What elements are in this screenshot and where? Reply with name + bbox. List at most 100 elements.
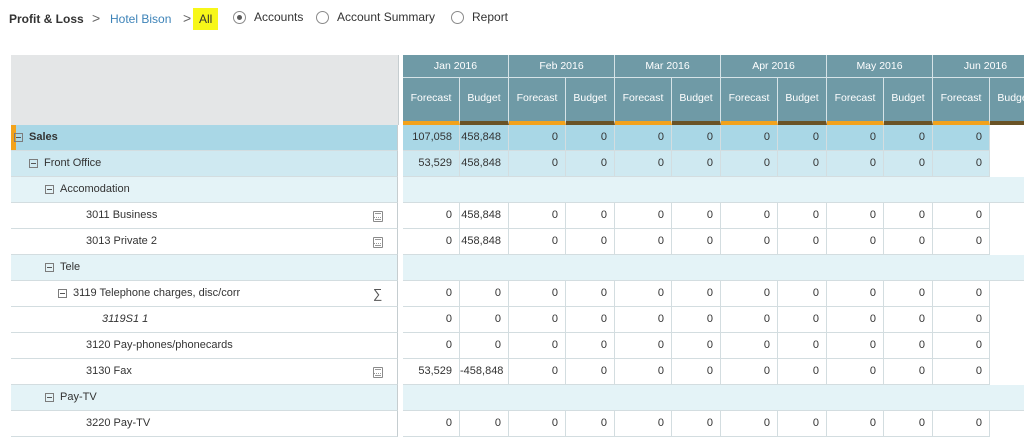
budget-value-cell[interactable]: 0 bbox=[778, 411, 827, 437]
budget-value-cell[interactable]: 0 bbox=[672, 151, 721, 177]
row-label-cell[interactable]: 3013 Private 2 bbox=[11, 229, 398, 255]
forecast-header-cell[interactable]: Forecast bbox=[721, 78, 778, 125]
forecast-value-cell[interactable]: 0 bbox=[721, 229, 778, 255]
forecast-value-cell[interactable]: 0 bbox=[509, 151, 566, 177]
forecast-value-cell[interactable]: 0 bbox=[933, 411, 990, 437]
budget-value-cell[interactable]: 458,848 bbox=[460, 125, 509, 151]
budget-value-cell[interactable]: 0 bbox=[884, 281, 933, 307]
budget-value-cell[interactable]: 0 bbox=[460, 307, 509, 333]
forecast-value-cell[interactable]: 0 bbox=[827, 307, 884, 333]
budget-value-cell[interactable]: 0 bbox=[460, 411, 509, 437]
row-label-cell[interactable]: Sales bbox=[11, 125, 398, 151]
radio-account-summary[interactable]: Account Summary bbox=[316, 10, 435, 24]
month-header-cell[interactable]: Feb 2016 bbox=[509, 55, 615, 78]
forecast-value-cell[interactable]: 0 bbox=[403, 307, 460, 333]
month-header-cell[interactable]: May 2016 bbox=[827, 55, 933, 78]
forecast-value-cell[interactable]: 0 bbox=[403, 333, 460, 359]
budget-value-cell[interactable]: -458,848 bbox=[460, 359, 509, 385]
budget-value-cell[interactable]: 0 bbox=[884, 125, 933, 151]
row-label-cell[interactable]: 3119S1 1 bbox=[11, 307, 398, 333]
budget-value-cell[interactable]: 0 bbox=[672, 281, 721, 307]
forecast-value-cell[interactable]: 0 bbox=[615, 281, 672, 307]
forecast-value-cell[interactable]: 0 bbox=[721, 359, 778, 385]
collapse-icon[interactable] bbox=[29, 159, 38, 168]
forecast-value-cell[interactable]: 0 bbox=[615, 125, 672, 151]
radio-button[interactable] bbox=[233, 10, 246, 24]
budget-value-cell[interactable]: 0 bbox=[566, 333, 615, 359]
month-header-cell[interactable]: Jan 2016 bbox=[403, 55, 509, 78]
budget-value-cell[interactable]: 0 bbox=[672, 333, 721, 359]
forecast-value-cell[interactable]: 0 bbox=[509, 411, 566, 437]
radio-button[interactable] bbox=[451, 10, 464, 24]
budget-value-cell[interactable]: 0 bbox=[778, 203, 827, 229]
forecast-value-cell[interactable]: 0 bbox=[827, 229, 884, 255]
row-label-cell[interactable]: 3120 Pay-phones/phonecards bbox=[11, 333, 398, 359]
forecast-value-cell[interactable]: 0 bbox=[721, 307, 778, 333]
radio-accounts[interactable]: Accounts bbox=[233, 10, 303, 24]
forecast-value-cell[interactable]: 0 bbox=[615, 359, 672, 385]
forecast-value-cell[interactable]: 0 bbox=[403, 411, 460, 437]
forecast-value-cell[interactable]: 0 bbox=[933, 125, 990, 151]
collapse-icon[interactable] bbox=[58, 289, 67, 298]
forecast-value-cell[interactable]: 0 bbox=[721, 203, 778, 229]
calculator-icon[interactable] bbox=[373, 367, 383, 378]
forecast-value-cell[interactable]: 107,058 bbox=[403, 125, 460, 151]
budget-header-cell[interactable]: Budget bbox=[672, 78, 721, 125]
forecast-value-cell[interactable]: 0 bbox=[827, 359, 884, 385]
forecast-value-cell[interactable]: 0 bbox=[721, 333, 778, 359]
forecast-value-cell[interactable]: 0 bbox=[509, 125, 566, 151]
budget-value-cell[interactable]: 0 bbox=[566, 411, 615, 437]
forecast-value-cell[interactable]: 0 bbox=[721, 281, 778, 307]
row-label-cell[interactable]: 3119 Telephone charges, disc/corr ∑ bbox=[11, 281, 398, 307]
budget-value-cell[interactable]: 0 bbox=[566, 281, 615, 307]
budget-value-cell[interactable]: 458,848 bbox=[460, 229, 509, 255]
radio-report[interactable]: Report bbox=[451, 10, 508, 24]
forecast-value-cell[interactable]: 0 bbox=[933, 333, 990, 359]
forecast-value-cell[interactable]: 53,529 bbox=[403, 359, 460, 385]
forecast-value-cell[interactable]: 0 bbox=[721, 151, 778, 177]
forecast-value-cell[interactable]: 0 bbox=[509, 281, 566, 307]
forecast-value-cell[interactable]: 0 bbox=[827, 125, 884, 151]
budget-value-cell[interactable]: 0 bbox=[778, 333, 827, 359]
row-label-cell[interactable]: Pay-TV bbox=[11, 385, 398, 411]
budget-value-cell[interactable]: 0 bbox=[778, 125, 827, 151]
forecast-value-cell[interactable]: 0 bbox=[721, 411, 778, 437]
budget-value-cell[interactable]: 0 bbox=[672, 229, 721, 255]
forecast-value-cell[interactable]: 0 bbox=[615, 307, 672, 333]
forecast-value-cell[interactable]: 0 bbox=[615, 411, 672, 437]
forecast-value-cell[interactable]: 0 bbox=[509, 359, 566, 385]
forecast-value-cell[interactable]: 0 bbox=[509, 203, 566, 229]
forecast-value-cell[interactable]: 0 bbox=[827, 203, 884, 229]
forecast-value-cell[interactable]: 0 bbox=[827, 151, 884, 177]
budget-value-cell[interactable]: 0 bbox=[460, 281, 509, 307]
forecast-header-cell[interactable]: Forecast bbox=[933, 78, 990, 125]
budget-value-cell[interactable]: 0 bbox=[566, 229, 615, 255]
forecast-value-cell[interactable]: 0 bbox=[933, 359, 990, 385]
forecast-value-cell[interactable]: 0 bbox=[721, 125, 778, 151]
budget-value-cell[interactable]: 0 bbox=[566, 125, 615, 151]
forecast-value-cell[interactable]: 0 bbox=[933, 203, 990, 229]
row-label-cell[interactable]: 3011 Business bbox=[11, 203, 398, 229]
budget-value-cell[interactable]: 0 bbox=[884, 307, 933, 333]
budget-value-cell[interactable]: 0 bbox=[884, 333, 933, 359]
budget-header-cell[interactable]: Budget bbox=[884, 78, 933, 125]
budget-value-cell[interactable]: 0 bbox=[672, 203, 721, 229]
forecast-header-cell[interactable]: Forecast bbox=[615, 78, 672, 125]
budget-value-cell[interactable]: 0 bbox=[778, 229, 827, 255]
budget-value-cell[interactable]: 0 bbox=[566, 359, 615, 385]
budget-header-cell[interactable]: Budget bbox=[990, 78, 1024, 125]
forecast-value-cell[interactable]: 0 bbox=[827, 411, 884, 437]
budget-value-cell[interactable]: 0 bbox=[566, 307, 615, 333]
row-label-cell[interactable]: Front Office bbox=[11, 151, 398, 177]
budget-header-cell[interactable]: Budget bbox=[566, 78, 615, 125]
forecast-value-cell[interactable]: 0 bbox=[933, 307, 990, 333]
forecast-value-cell[interactable]: 0 bbox=[403, 229, 460, 255]
collapse-icon[interactable] bbox=[45, 185, 54, 194]
budget-value-cell[interactable]: 458,848 bbox=[460, 151, 509, 177]
budget-value-cell[interactable]: 0 bbox=[884, 411, 933, 437]
collapse-icon[interactable] bbox=[45, 393, 54, 402]
collapse-icon[interactable] bbox=[45, 263, 54, 272]
budget-value-cell[interactable]: 0 bbox=[672, 125, 721, 151]
row-label-cell[interactable]: Tele bbox=[11, 255, 398, 281]
forecast-value-cell[interactable]: 53,529 bbox=[403, 151, 460, 177]
